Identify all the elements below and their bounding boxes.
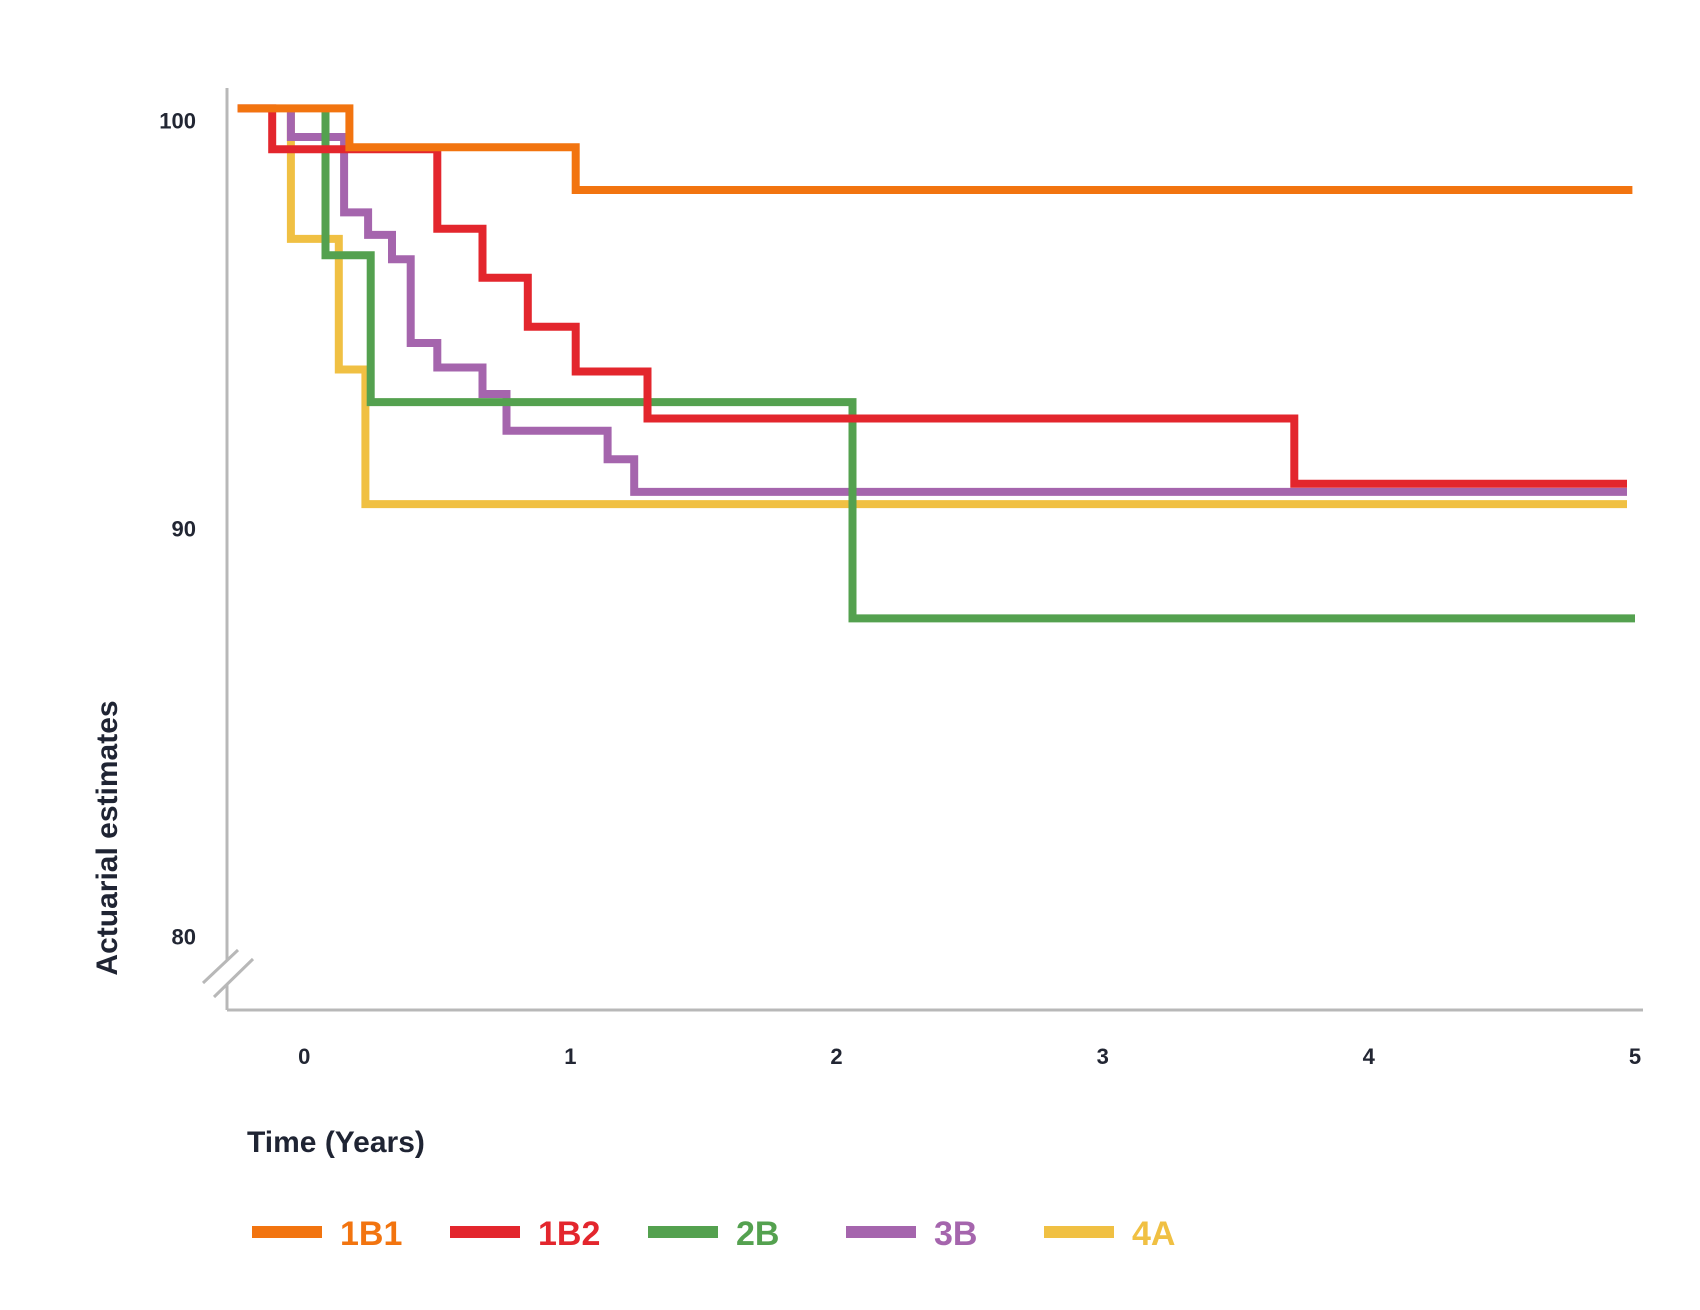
x-tick-label: 4 xyxy=(1363,1044,1376,1069)
y-tick-labels: 80 90 100 xyxy=(159,109,196,950)
x-tick-label: 2 xyxy=(830,1044,842,1069)
plot-lines xyxy=(237,104,1635,623)
series-line-4a xyxy=(286,108,1627,509)
series-line-3b xyxy=(286,108,1627,496)
y-tick-label: 90 xyxy=(172,517,196,542)
series-line-1b2 xyxy=(237,104,1627,488)
x-tick-label: 5 xyxy=(1629,1044,1641,1069)
series-line-1b1 xyxy=(237,104,1633,194)
legend-label-1b2: 1B2 xyxy=(538,1215,600,1253)
x-tick-label: 3 xyxy=(1097,1044,1109,1069)
legend-label-3b: 3B xyxy=(934,1215,977,1253)
legend-label-1b1: 1B1 xyxy=(340,1215,402,1253)
x-tick-labels: 0 1 2 3 4 5 xyxy=(298,1044,1641,1069)
axes xyxy=(201,88,1643,1012)
y-tick-label: 80 xyxy=(172,925,196,950)
x-tick-label: 1 xyxy=(564,1044,576,1069)
legend-label-2b: 2B xyxy=(736,1215,779,1253)
axis-break-upper-mark xyxy=(201,948,240,985)
y-tick-label: 100 xyxy=(159,109,196,134)
axis-break-lower-mark xyxy=(212,957,255,999)
series-line-2b xyxy=(321,108,1635,623)
x-tick-label: 0 xyxy=(298,1044,310,1069)
legend: 1B1 1B2 2B 3B 4A xyxy=(252,1215,1175,1253)
y-axis-title: Actuarial estimates xyxy=(91,700,124,975)
legend-label-4a: 4A xyxy=(1132,1215,1175,1253)
x-axis-title: Time (Years) xyxy=(247,1126,425,1159)
